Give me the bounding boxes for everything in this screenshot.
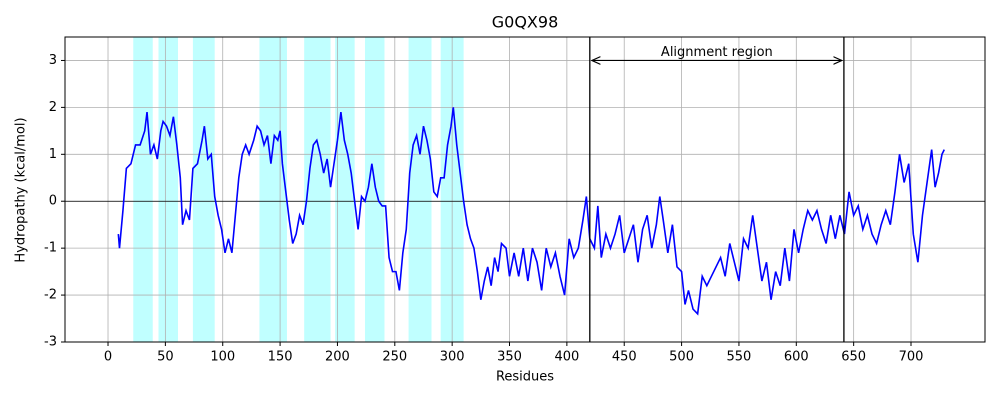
x-tick-label: 400 bbox=[554, 350, 579, 365]
y-tick-label: 1 bbox=[49, 147, 57, 162]
x-tick-label: 700 bbox=[899, 350, 924, 365]
x-tick-label: 100 bbox=[210, 350, 235, 365]
shaded-region bbox=[304, 37, 331, 342]
x-tick-label: 450 bbox=[612, 350, 637, 365]
plot-frame bbox=[64, 36, 986, 343]
hydropathy-line bbox=[117, 107, 945, 316]
x-tick-label: 500 bbox=[669, 350, 694, 365]
x-tick-label: 550 bbox=[727, 350, 752, 365]
shaded-region bbox=[158, 37, 178, 342]
x-tick-label: 250 bbox=[382, 350, 407, 365]
y-tick-label: 0 bbox=[49, 194, 57, 209]
x-tick-label: 300 bbox=[440, 350, 465, 365]
x-tick-label: 350 bbox=[497, 350, 522, 365]
x-tick-label: 200 bbox=[325, 350, 350, 365]
x-tick-label: 50 bbox=[157, 350, 174, 365]
shaded-region bbox=[364, 37, 385, 342]
x-tick-label: 0 bbox=[104, 350, 112, 365]
shaded-region bbox=[192, 37, 215, 342]
y-tick-label: -2 bbox=[44, 288, 57, 303]
annotation-text: Alignment region bbox=[661, 45, 773, 60]
x-axis-label: Residues bbox=[496, 370, 554, 385]
y-tick-label: 3 bbox=[49, 53, 57, 68]
x-tick-label: 150 bbox=[268, 350, 293, 365]
y-tick-label: 2 bbox=[49, 100, 57, 115]
x-tick-label: 650 bbox=[841, 350, 866, 365]
chart-title: G0QX98 bbox=[492, 13, 559, 32]
shaded-region bbox=[259, 37, 287, 342]
shaded-region bbox=[408, 37, 432, 342]
y-tick-label: -3 bbox=[44, 335, 57, 350]
x-tick-label: 600 bbox=[784, 350, 809, 365]
y-tick-label: -1 bbox=[44, 241, 57, 256]
shaded-region bbox=[335, 37, 355, 342]
shaded-region bbox=[133, 37, 153, 342]
y-axis-label: Hydropathy (kcal/mol) bbox=[14, 117, 29, 262]
